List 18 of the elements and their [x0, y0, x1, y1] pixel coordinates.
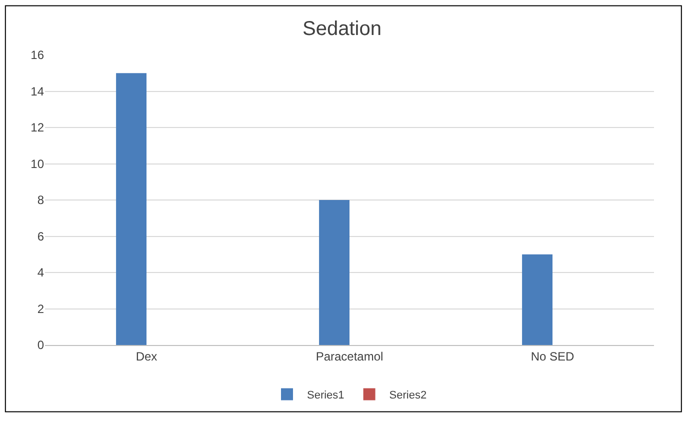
y-tick-label: 16 [30, 48, 44, 62]
y-tick-label: 0 [37, 338, 44, 352]
legend-label: Series2 [389, 390, 427, 402]
y-tick-label: 8 [37, 193, 44, 208]
bar [319, 200, 350, 345]
bar [522, 254, 552, 345]
y-tick-label: 10 [30, 156, 44, 171]
y-tick-label: 4 [37, 266, 44, 280]
chart-title: Sedation [302, 18, 382, 40]
y-tick-label: 12 [30, 120, 44, 135]
bar [116, 73, 146, 345]
y-tick-label: 6 [37, 229, 44, 244]
x-tick-label: Dex [136, 349, 158, 364]
x-tick-label: Paracetamol [316, 349, 384, 364]
y-tick-label: 2 [37, 302, 44, 316]
legend-label: Series1 [307, 390, 344, 402]
y-tick-label: 14 [30, 84, 44, 98]
x-tick-label: No SED [530, 349, 574, 364]
